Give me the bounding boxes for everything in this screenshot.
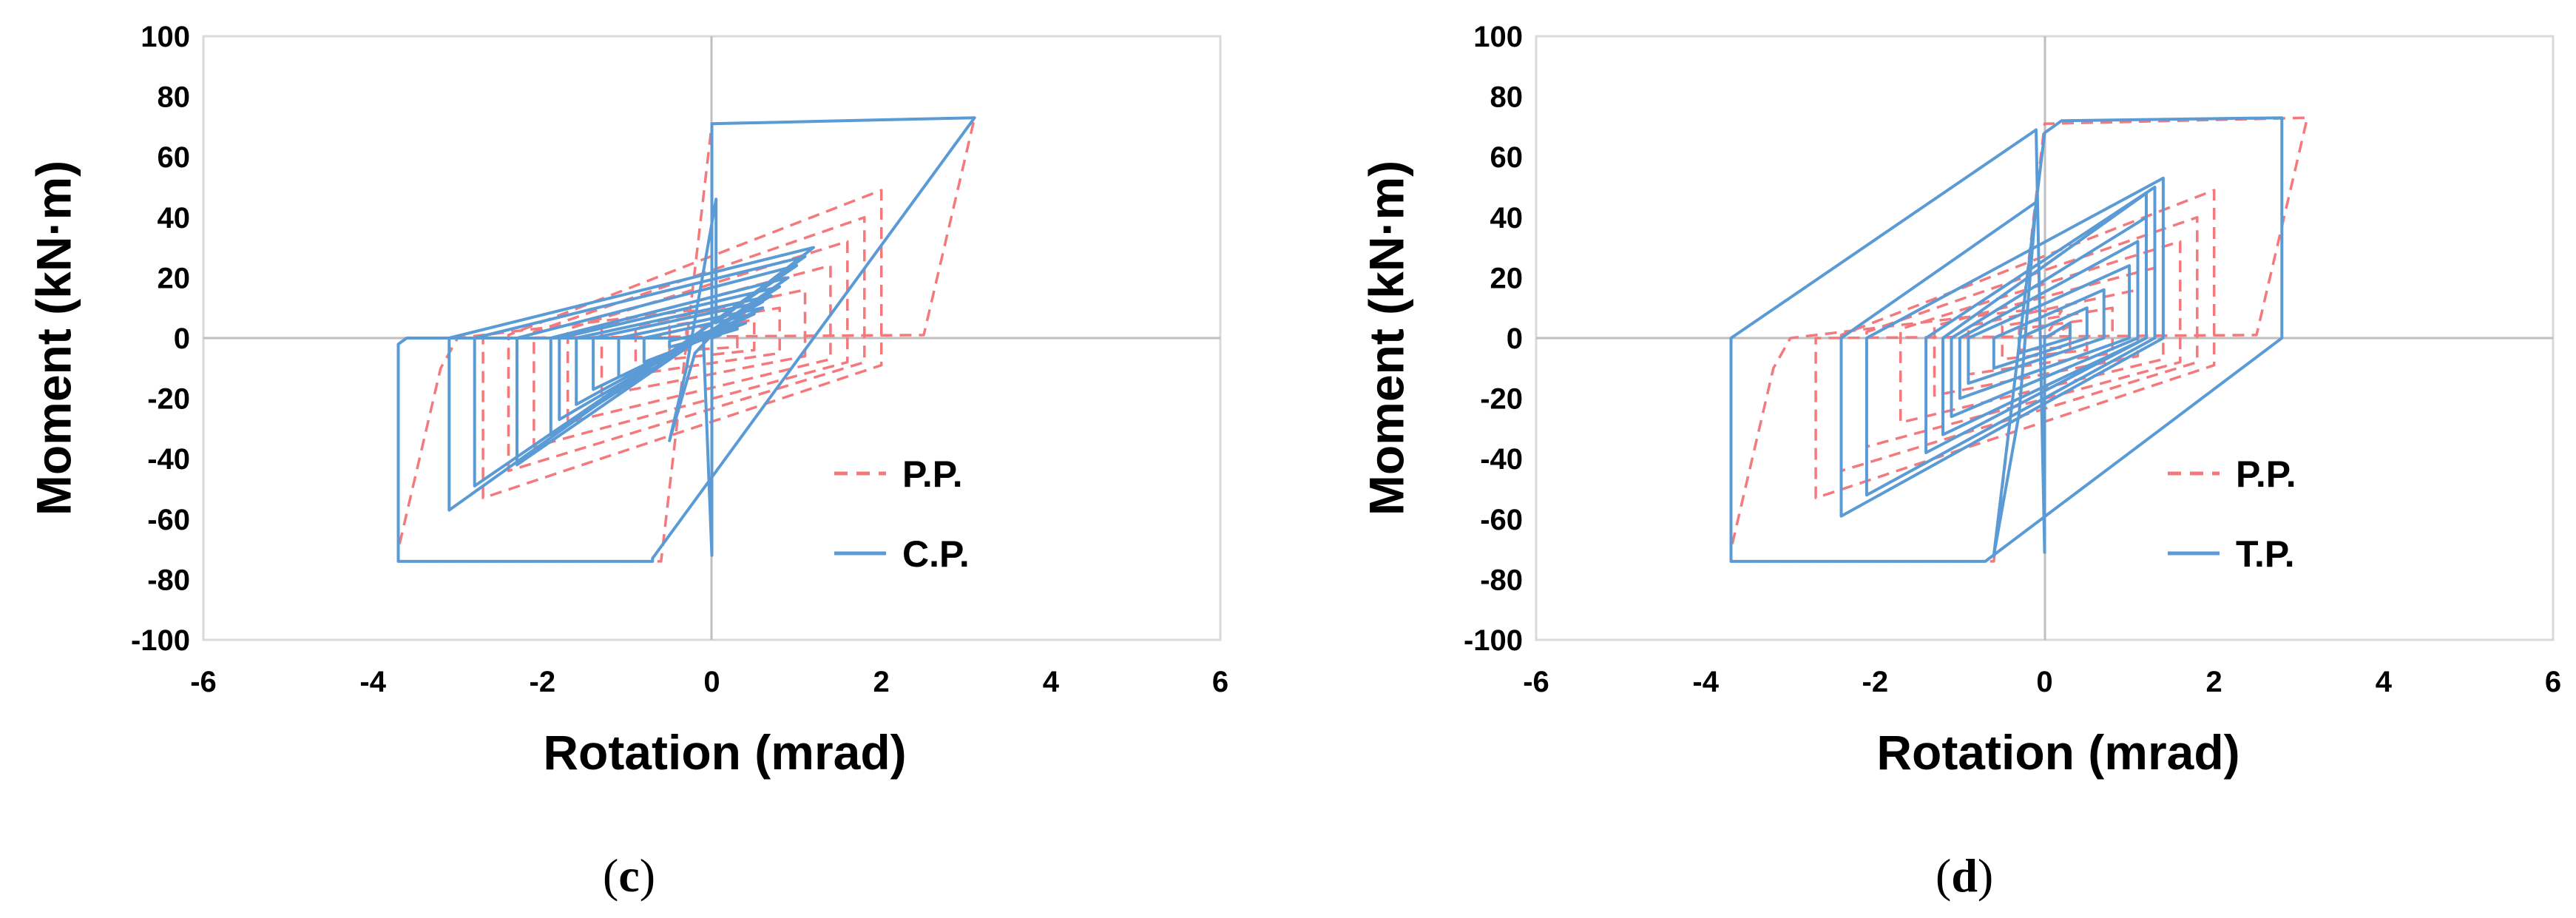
y-tick-labels: 100 80 60 40 20 0 -20 -40 -60 -80 -100 xyxy=(131,21,190,657)
y-axis-title: Moment (kN·m) xyxy=(26,161,81,516)
x-tick-label: 6 xyxy=(1212,666,1228,698)
y-tick-labels: 100 80 60 40 20 0 -20 -40 -60 -80 -100 xyxy=(1464,21,1523,657)
series-layer xyxy=(1729,116,2309,563)
y-tick-label: 40 xyxy=(158,202,191,234)
x-tick-label: -6 xyxy=(1523,666,1549,698)
legend: P.P. C.P. xyxy=(834,453,970,575)
y-tick-label: -60 xyxy=(1480,504,1523,536)
y-tick-label: 60 xyxy=(158,141,191,174)
y-tick-label: -100 xyxy=(131,624,190,657)
y-tick-label: -100 xyxy=(1464,624,1523,657)
y-tick-label: 100 xyxy=(1473,21,1523,53)
x-axis-title: Rotation (mrad) xyxy=(543,725,906,780)
series-line-cp xyxy=(396,116,976,563)
y-tick-label: 0 xyxy=(174,323,190,355)
legend-label-cp: C.P. xyxy=(902,533,970,575)
y-tick-label: 20 xyxy=(1490,262,1524,294)
x-tick-labels: -6 -4 -2 0 2 4 6 xyxy=(1523,666,2561,698)
y-tick-label: -20 xyxy=(1480,383,1523,416)
y-tick-label: 100 xyxy=(141,21,190,53)
y-tick-label: -20 xyxy=(147,383,190,416)
y-tick-label: 40 xyxy=(1490,202,1524,234)
x-tick-label: 0 xyxy=(703,666,720,698)
y-tick-label: 20 xyxy=(158,262,191,294)
y-tick-label: -80 xyxy=(1480,564,1523,596)
x-tick-label: -2 xyxy=(1862,666,1889,698)
panel-caption-d: (d) xyxy=(1936,849,1993,902)
y-tick-label: -40 xyxy=(147,443,190,476)
legend-label-pp: P.P. xyxy=(902,453,963,495)
y-axis-title: Moment (kN·m) xyxy=(1359,161,1413,516)
legend-label-pp: P.P. xyxy=(2236,453,2296,495)
y-tick-label: 80 xyxy=(158,81,191,114)
x-tick-label: 4 xyxy=(1043,666,1060,698)
x-tick-label: -4 xyxy=(359,666,386,698)
x-axis-title: Rotation (mrad) xyxy=(1876,725,2239,780)
x-tick-label: 0 xyxy=(2036,666,2052,698)
x-tick-label: 6 xyxy=(2545,666,2561,698)
y-tick-label: -40 xyxy=(1480,443,1523,476)
x-tick-label: 4 xyxy=(2376,666,2393,698)
y-tick-label: 0 xyxy=(1507,323,1523,355)
series-layer xyxy=(396,116,976,563)
y-tick-label: 80 xyxy=(1490,81,1524,114)
series-line-tp xyxy=(1729,116,2284,563)
x-tick-label: 2 xyxy=(873,666,890,698)
x-tick-label: 2 xyxy=(2206,666,2222,698)
x-tick-label: -4 xyxy=(1692,666,1719,698)
y-tick-label: 60 xyxy=(1490,141,1524,174)
x-tick-labels: -6 -4 -2 0 2 4 6 xyxy=(190,666,1228,698)
x-tick-label: -2 xyxy=(530,666,556,698)
panel-caption-c: (c) xyxy=(603,849,655,902)
legend-label-tp: T.P. xyxy=(2236,533,2295,575)
x-tick-label: -6 xyxy=(190,666,217,698)
y-tick-label: -80 xyxy=(147,564,190,596)
legend: P.P. T.P. xyxy=(2168,453,2296,575)
y-tick-label: -60 xyxy=(147,504,190,536)
